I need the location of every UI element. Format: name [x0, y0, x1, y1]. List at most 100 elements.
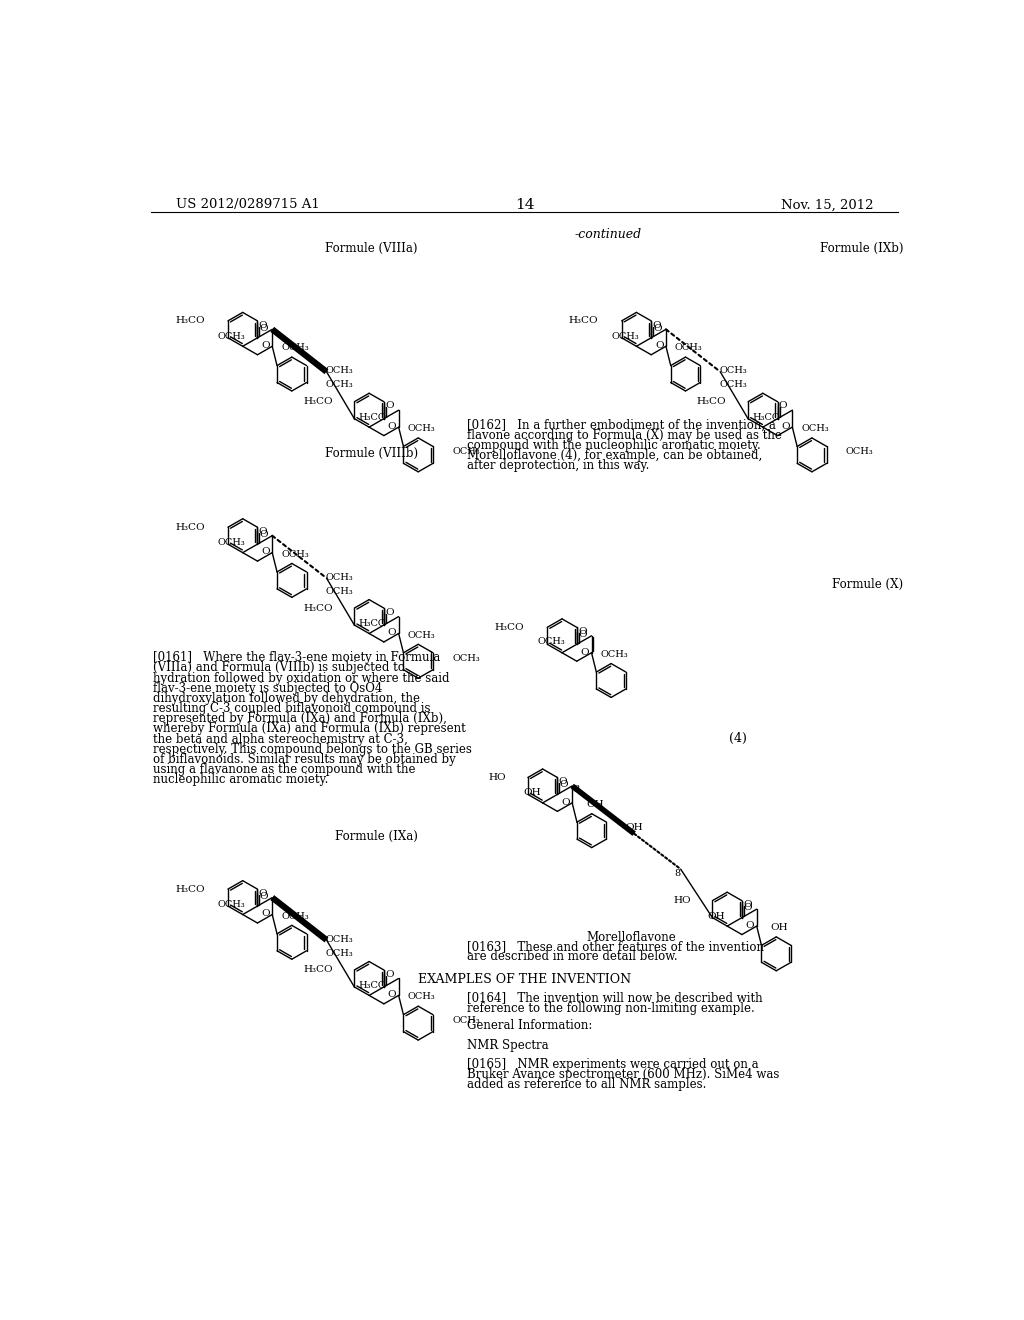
- Text: OCH₃: OCH₃: [453, 1015, 480, 1024]
- Text: -continued: -continued: [574, 227, 642, 240]
- Text: H₃CO: H₃CO: [303, 965, 333, 974]
- Text: [0162]   In a further embodiment of the invention, a: [0162] In a further embodiment of the in…: [467, 418, 776, 432]
- Text: OCH₃: OCH₃: [408, 993, 435, 1002]
- Text: OCH₃: OCH₃: [408, 424, 435, 433]
- Text: represented by Formula (IXa) and Formula (IXb),: represented by Formula (IXa) and Formula…: [153, 713, 446, 725]
- Text: OCH₃: OCH₃: [846, 447, 873, 457]
- Text: OCH₃: OCH₃: [326, 380, 353, 389]
- Text: after deprotection, in this way.: after deprotection, in this way.: [467, 459, 650, 473]
- Text: whereby Formula (IXa) and Formula (IXb) represent: whereby Formula (IXa) and Formula (IXb) …: [153, 722, 466, 735]
- Text: compound with the nucleophilic aromatic moiety.: compound with the nucleophilic aromatic …: [467, 440, 761, 451]
- Text: OH: OH: [770, 923, 788, 932]
- Text: [0165]   NMR experiments were carried out on a: [0165] NMR experiments were carried out …: [467, 1057, 759, 1071]
- Text: (VIIIa) and Formula (VIIIb) is subjected to: (VIIIa) and Formula (VIIIb) is subjected…: [153, 661, 404, 675]
- Text: 3: 3: [573, 784, 580, 793]
- Text: respectively. This compound belongs to the GB series: respectively. This compound belongs to t…: [153, 743, 472, 755]
- Text: OCH₃: OCH₃: [720, 367, 748, 375]
- Text: O: O: [259, 527, 267, 536]
- Text: OCH₃: OCH₃: [326, 573, 353, 582]
- Text: OCH₃: OCH₃: [281, 343, 309, 352]
- Text: OCH₃: OCH₃: [326, 367, 353, 375]
- Text: O: O: [778, 401, 787, 411]
- Text: Nov. 15, 2012: Nov. 15, 2012: [781, 198, 873, 211]
- Text: are described in more detail below.: are described in more detail below.: [467, 950, 678, 964]
- Text: O: O: [559, 780, 568, 789]
- Text: 14: 14: [515, 198, 535, 213]
- Text: OCH₃: OCH₃: [218, 539, 246, 546]
- Text: OCH₃: OCH₃: [720, 380, 748, 389]
- Text: H₃CO: H₃CO: [752, 413, 779, 421]
- Text: OCH₃: OCH₃: [453, 447, 480, 457]
- Text: OCH₃: OCH₃: [218, 900, 246, 909]
- Text: hydration followed by oxidation or where the said: hydration followed by oxidation or where…: [153, 672, 450, 685]
- Text: O: O: [385, 970, 393, 978]
- Text: O: O: [259, 321, 267, 330]
- Text: Formule (VIIIa): Formule (VIIIa): [326, 242, 418, 255]
- Text: OCH₃: OCH₃: [326, 935, 353, 944]
- Text: Bruker Avance spectrometer (600 MHz). SiMe4 was: Bruker Avance spectrometer (600 MHz). Si…: [467, 1068, 780, 1081]
- Text: OH: OH: [586, 800, 603, 809]
- Text: H₃CO: H₃CO: [175, 884, 205, 894]
- Text: added as reference to all NMR samples.: added as reference to all NMR samples.: [467, 1078, 707, 1092]
- Text: O: O: [561, 797, 570, 807]
- Text: O: O: [652, 321, 660, 330]
- Text: reference to the following non-limiting example.: reference to the following non-limiting …: [467, 1002, 756, 1015]
- Text: OCH₃: OCH₃: [281, 549, 309, 558]
- Text: Formule (IXa): Formule (IXa): [335, 830, 418, 843]
- Text: H₃CO: H₃CO: [175, 523, 205, 532]
- Text: H₃CO: H₃CO: [358, 981, 386, 990]
- Text: OCH₃: OCH₃: [218, 331, 246, 341]
- Text: H₃CO: H₃CO: [495, 623, 524, 632]
- Text: OCH₃: OCH₃: [326, 586, 353, 595]
- Text: O: O: [388, 990, 396, 999]
- Text: O: O: [259, 531, 268, 539]
- Text: O: O: [578, 627, 587, 636]
- Text: General Information:: General Information:: [467, 1019, 593, 1032]
- Text: O: O: [385, 401, 393, 411]
- Text: O: O: [558, 777, 567, 787]
- Text: H₃CO: H₃CO: [568, 317, 598, 325]
- Text: EXAMPLES OF THE INVENTION: EXAMPLES OF THE INVENTION: [418, 973, 632, 986]
- Text: HO: HO: [488, 774, 506, 781]
- Text: [0164]   The invention will now be described with: [0164] The invention will now be describ…: [467, 991, 763, 1005]
- Text: O: O: [385, 607, 393, 616]
- Text: O: O: [653, 323, 662, 333]
- Text: NMR Spectra: NMR Spectra: [467, 1039, 549, 1052]
- Text: O: O: [388, 628, 396, 638]
- Text: O: O: [781, 422, 791, 430]
- Text: OCH₃: OCH₃: [600, 649, 628, 659]
- Text: resulting C-3 coupled biflavonoid compound is: resulting C-3 coupled biflavonoid compou…: [153, 702, 430, 715]
- Text: OCH₃: OCH₃: [675, 343, 702, 352]
- Text: OCH₃: OCH₃: [453, 653, 480, 663]
- Text: OCH₃: OCH₃: [801, 424, 828, 433]
- Text: O: O: [259, 888, 267, 898]
- Text: Formule (VIIIb): Formule (VIIIb): [325, 447, 418, 461]
- Text: H₃CO: H₃CO: [175, 317, 205, 325]
- Text: O: O: [261, 548, 270, 557]
- Text: Formule (IXb): Formule (IXb): [819, 242, 903, 255]
- Text: OH: OH: [708, 912, 725, 920]
- Text: O: O: [259, 892, 268, 902]
- Text: (4): (4): [729, 733, 746, 744]
- Text: HO: HO: [673, 896, 691, 906]
- Text: nucleophilic aromatic moiety.: nucleophilic aromatic moiety.: [153, 774, 328, 787]
- Text: using a flavanone as the compound with the: using a flavanone as the compound with t…: [153, 763, 416, 776]
- Text: O: O: [579, 630, 588, 639]
- Text: OCH₃: OCH₃: [281, 912, 309, 920]
- Text: H₃CO: H₃CO: [303, 397, 333, 407]
- Text: flav-3-ene moiety is subjected to OsO4: flav-3-ene moiety is subjected to OsO4: [153, 681, 382, 694]
- Text: Formule (X): Formule (X): [831, 578, 903, 591]
- Text: O: O: [743, 903, 753, 912]
- Text: OCH₃: OCH₃: [408, 631, 435, 640]
- Text: Morelloflavone: Morelloflavone: [587, 931, 677, 944]
- Text: H₃CO: H₃CO: [303, 603, 333, 612]
- Text: O: O: [581, 648, 589, 656]
- Text: OCH₃: OCH₃: [611, 331, 639, 341]
- Text: H₃CO: H₃CO: [696, 397, 726, 407]
- Text: US 2012/0289715 A1: US 2012/0289715 A1: [176, 198, 319, 211]
- Text: [0161]   Where the flav-3-ene moiety in Formula: [0161] Where the flav-3-ene moiety in Fo…: [153, 651, 440, 664]
- Text: flavone according to Formula (X) may be used as the: flavone according to Formula (X) may be …: [467, 429, 782, 442]
- Text: OCH₃: OCH₃: [326, 949, 353, 957]
- Text: Morelloflavone (4), for example, can be obtained,: Morelloflavone (4), for example, can be …: [467, 449, 763, 462]
- Text: the beta and alpha stereochemistry at C-3,: the beta and alpha stereochemistry at C-…: [153, 733, 408, 746]
